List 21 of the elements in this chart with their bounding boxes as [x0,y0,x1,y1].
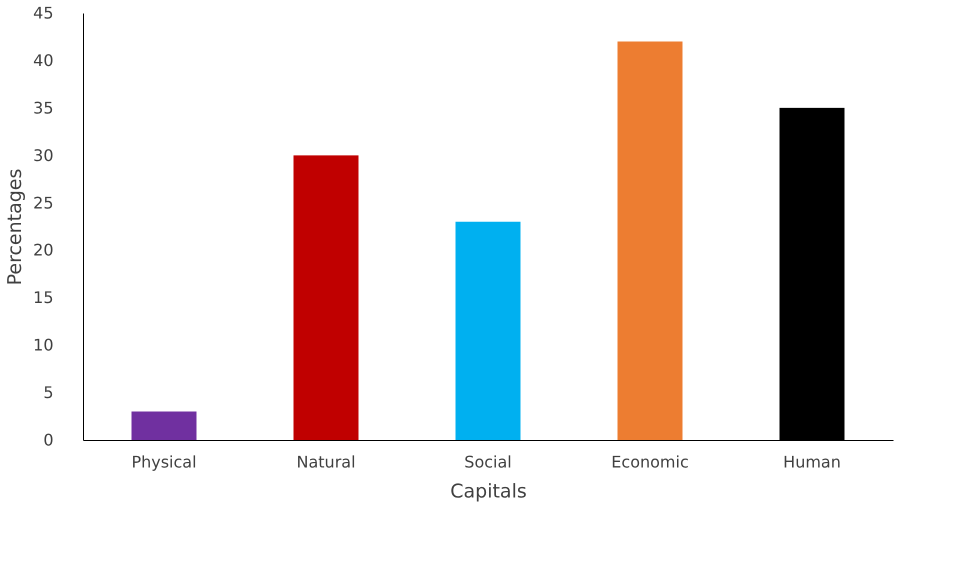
y-axis-title: Percentages [4,168,26,286]
y-tick-label: 35 [33,98,54,118]
y-tick-label: 20 [33,240,54,260]
x-tick-label: Human [783,452,841,472]
bar [294,155,358,440]
bar [618,41,682,440]
x-tick-label: Physical [131,452,197,472]
x-axis-title: Capitals [450,480,527,502]
x-tick-label: Natural [296,452,356,472]
y-tick-label: 5 [43,383,54,402]
x-tick-label: Economic [611,452,689,472]
y-tick-label: 0 [43,430,54,450]
x-tick-label: Social [464,452,512,472]
y-tick-label: 30 [33,146,54,165]
y-tick-label: 10 [33,336,54,355]
bar [456,222,520,440]
y-tick-label: 45 [33,4,54,22]
y-tick-label: 25 [33,193,54,212]
y-tick-label: 15 [33,288,54,308]
y-tick-label: 40 [33,50,54,70]
bar [132,412,196,440]
